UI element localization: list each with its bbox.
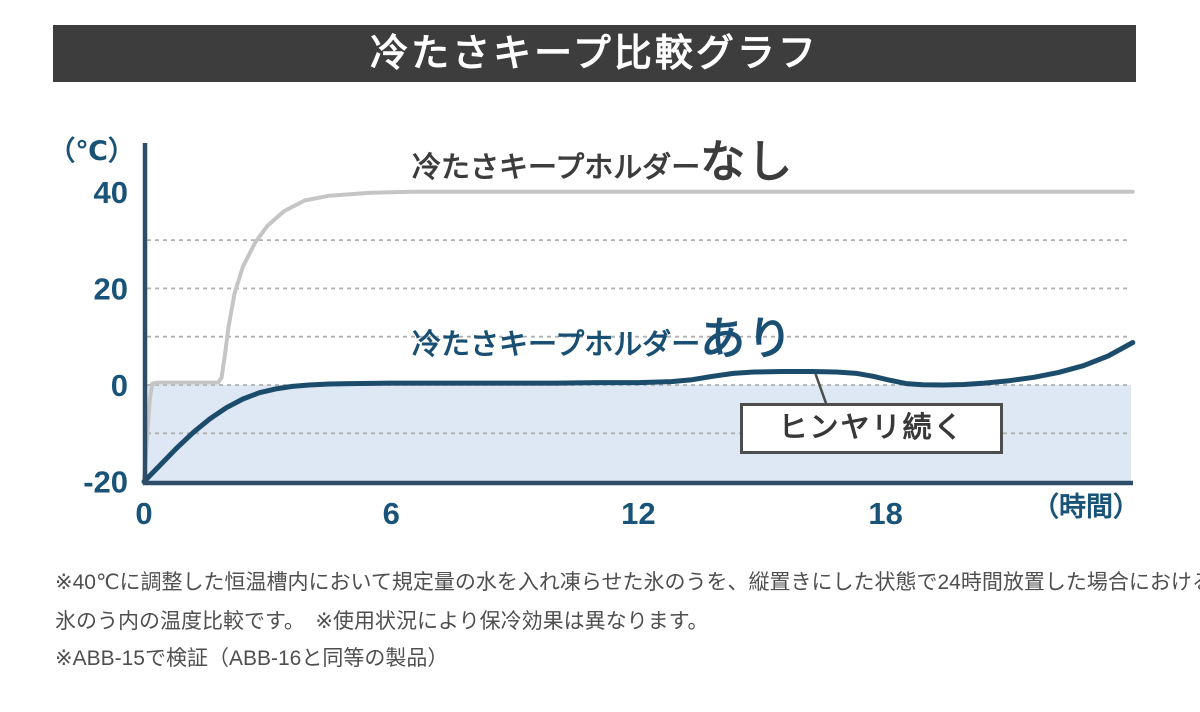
series-label-with-holder: 冷たさキープホルダー あり	[412, 316, 794, 361]
footnote-line-1: ※40℃に調整した恒温槽内において規定量の水を入れ凍らせた氷のうを、縦置きにした…	[55, 571, 1200, 594]
callout-leader-line	[814, 373, 829, 407]
series-label-without-holder-suffix: なし	[700, 136, 795, 187]
x-tick-label-0: 0	[135, 496, 152, 531]
x-tick-label-6: 6	[383, 496, 400, 531]
series-line-without-holder	[142, 189, 1135, 484]
y-axis-unit-label: （℃）	[48, 136, 135, 166]
page-title: 冷たさキープ比較グラフ	[370, 32, 819, 75]
x-tick-label-18: 18	[868, 496, 902, 531]
footnote-line-3: ※ABB-15で検証（ABB-16と同等の製品）	[55, 647, 449, 670]
header-bar: 冷たさキープ比較グラフ	[53, 25, 1136, 82]
series-label-without-holder-prefix: 冷たさキープホルダー	[412, 152, 701, 184]
y-tick-label-40: 40	[94, 175, 128, 210]
y-tick-label-0: 0	[111, 368, 128, 403]
series-label-with-holder-suffix: あり	[700, 313, 795, 364]
y-tick-label--20: -20	[83, 465, 128, 500]
series-label-without-holder: 冷たさキープホルダー なし	[412, 139, 794, 184]
series-label-with-holder-prefix: 冷たさキープホルダー	[412, 329, 701, 361]
stays-cool-callout-text: ヒンヤリ続く	[778, 412, 965, 444]
y-tick-label-20: 20	[94, 271, 128, 306]
x-axis-unit-label: （時間）	[1032, 492, 1140, 522]
footnote-line-2: 氷のう内の温度比較です。 ※使用状況により保冷効果は異なります。	[55, 610, 709, 633]
series-line-with-holder	[141, 340, 1136, 485]
x-tick-label-12: 12	[621, 496, 655, 531]
stays-cool-callout: ヒンヤリ続く	[740, 403, 1003, 454]
